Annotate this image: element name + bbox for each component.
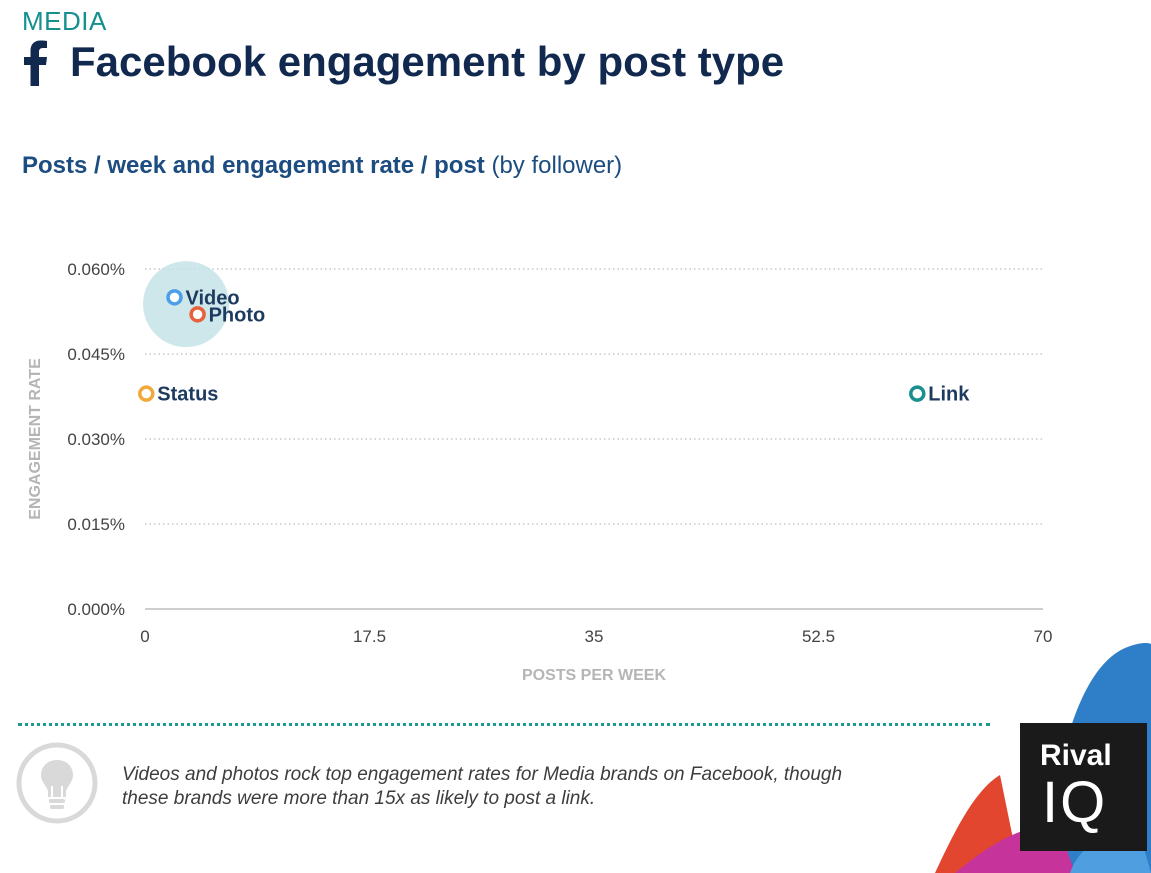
- x-tick-label: 70: [1034, 627, 1053, 646]
- x-tick-label: 0: [140, 627, 149, 646]
- scatter-chart: 0.000% 0.015% 0.030% 0.045% 0.060% 0 17.5 35 52.…: [27, 260, 1053, 684]
- rivaliq-logo: Rival IQ: [1020, 723, 1147, 851]
- subtitle-bold: Posts / week and engagement rate / post: [22, 152, 485, 179]
- logo-text-iq: IQ: [1042, 770, 1108, 835]
- point-link: [909, 385, 926, 402]
- point-label-video: Video: [186, 287, 240, 309]
- y-tick-label: 0.000%: [67, 600, 125, 619]
- insight-note: Videos and photos rock top engagement ra…: [122, 764, 843, 809]
- y-tick-label: 0.015%: [67, 515, 125, 534]
- page-title: Facebook engagement by post type: [70, 38, 785, 85]
- point-label-photo: Photo: [209, 304, 266, 326]
- y-axis-title: ENGAGEMENT RATE: [27, 358, 44, 520]
- y-tick-label: 0.045%: [67, 345, 125, 364]
- x-tick-label: 17.5: [353, 627, 386, 646]
- x-tick-label: 52.5: [802, 627, 835, 646]
- chart-subtitle: Posts / week and engagement rate / post …: [22, 152, 622, 180]
- subtitle-normal: (by follower): [491, 152, 623, 179]
- highlight-circle: [143, 261, 230, 348]
- logo-text-rival: Rival: [1040, 739, 1112, 772]
- point-status: [138, 385, 155, 402]
- y-tick-label: 0.060%: [67, 260, 125, 279]
- divider: [18, 723, 990, 726]
- category-label: MEDIA: [22, 6, 107, 36]
- point-label-status: Status: [157, 384, 218, 406]
- title-row: Facebook engagement by post type: [22, 38, 784, 86]
- x-tick-label: 35: [585, 627, 604, 646]
- point-photo: [189, 306, 206, 323]
- x-axis-title: POSTS PER WEEK: [522, 667, 666, 684]
- lightbulb-icon: [16, 742, 98, 824]
- point-label-link: Link: [928, 384, 970, 406]
- y-tick-label: 0.030%: [67, 430, 125, 449]
- facebook-icon: [24, 40, 47, 86]
- point-video: [166, 289, 183, 306]
